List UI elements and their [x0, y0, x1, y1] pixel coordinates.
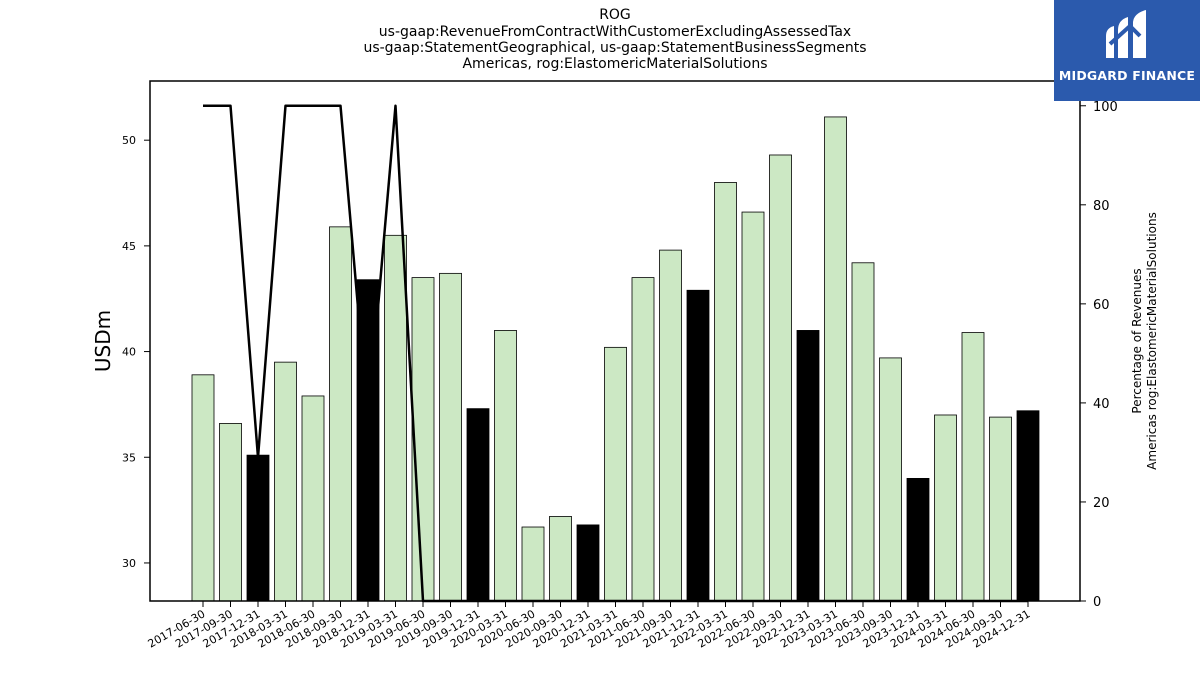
bar-2017-12-31: [246, 454, 270, 602]
title-line-3: us-gaap:StatementGeographical, us-gaap:S…: [363, 40, 867, 56]
bar-2018-03-31: [274, 361, 297, 602]
title-line-1: ROG: [599, 7, 631, 23]
bar-2024-03-31: [934, 414, 957, 602]
bar-2019-12-31: [466, 408, 490, 602]
bar-2024-06-30: [961, 332, 985, 602]
y2-tick-label-100: 100: [1093, 100, 1118, 115]
bar-2019-06-30: [411, 277, 435, 602]
bar-2021-12-31: [686, 289, 710, 602]
logo-text: MIDGARD FINANCE: [1058, 68, 1196, 83]
bar-2019-09-30: [439, 272, 462, 602]
bar-2024-12-31: [1016, 410, 1040, 602]
y2-tick-label-60: 60: [1093, 298, 1110, 313]
midgard-logo-icon: [1106, 10, 1146, 58]
bar-2023-03-31: [824, 116, 847, 602]
y-tick-label-50: 50: [122, 134, 136, 147]
y-axis-label: USDm: [91, 310, 115, 372]
bar-2019-03-31: [384, 234, 407, 602]
y2-tick-label-20: 20: [1093, 496, 1110, 511]
y2-axis-label-line-1: Percentage of Revenues: [1130, 268, 1144, 413]
y-tick-label-45: 45: [122, 240, 136, 253]
y-tick-label-40: 40: [122, 346, 136, 359]
bar-2020-03-31: [494, 330, 517, 602]
y2-axis-label-line-2: Americas rog:ElastomericMaterialSolution…: [1145, 212, 1159, 470]
bar-2018-09-30: [329, 226, 352, 602]
bar-2022-06-30: [741, 211, 765, 602]
bar-2020-09-30: [549, 516, 572, 602]
bar-2020-06-30: [521, 526, 545, 602]
y2-tick-label-80: 80: [1093, 199, 1110, 214]
y-tick-label-35: 35: [122, 451, 136, 464]
bar-2022-03-31: [714, 182, 737, 602]
bar-2023-12-31: [906, 477, 930, 602]
bar-2023-09-30: [879, 357, 902, 602]
midgard-finance-logo: MIDGARD FINANCE: [1054, 0, 1200, 101]
y2-tick-label-40: 40: [1093, 397, 1110, 412]
title-line-2: us-gaap:RevenueFromContractWithCustomerE…: [378, 24, 852, 40]
bar-2022-09-30: [769, 154, 792, 602]
bar-2017-09-30: [219, 423, 242, 602]
bar-2021-06-30: [631, 277, 655, 602]
bar-2021-09-30: [659, 249, 682, 602]
bar-2021-03-31: [604, 346, 627, 602]
bar-2017-06-30: [191, 374, 215, 602]
bar-2024-09-30: [989, 416, 1012, 602]
y-tick-label-30: 30: [122, 557, 136, 570]
bar-2018-06-30: [301, 395, 325, 602]
y2-tick-label-0: 0: [1093, 595, 1101, 610]
title-line-4: Americas, rog:ElastomericMaterialSolutio…: [462, 56, 768, 72]
bar-2020-12-31: [576, 524, 600, 602]
bar-2022-12-31: [796, 330, 820, 602]
bar-2023-06-30: [851, 262, 875, 602]
